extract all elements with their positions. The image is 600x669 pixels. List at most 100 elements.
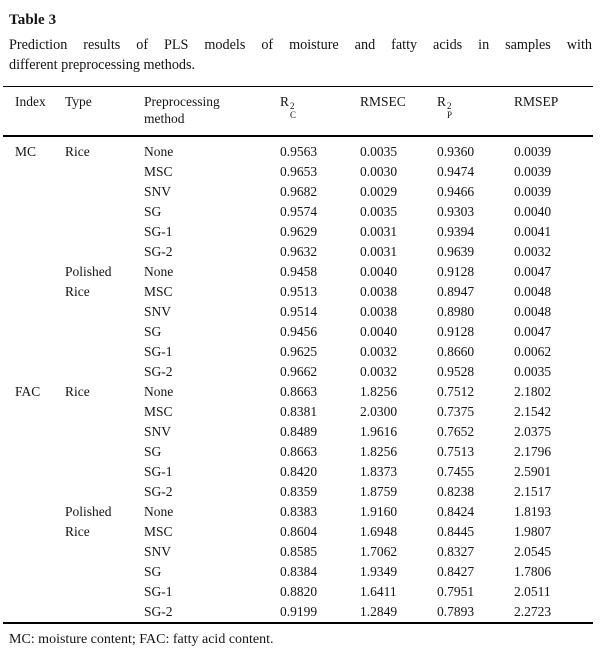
cell-rp2: 0.7513 xyxy=(437,444,475,459)
cell-rmsec: 1.9349 xyxy=(360,564,398,579)
cell-rc2: 0.9458 xyxy=(280,264,318,279)
cell-rp2: 0.9360 xyxy=(437,144,475,159)
column-header-rmsec: RMSEC xyxy=(360,86,437,137)
table-row: SNV 0.8489 1.9616 0.7652 2.0375 xyxy=(3,422,593,442)
cell-rmsec: 0.0032 xyxy=(360,344,398,359)
cell-index xyxy=(3,202,65,222)
cell-rmsep: 0.0039 xyxy=(514,144,552,159)
table-row: SG 0.9574 0.0035 0.9303 0.0040 xyxy=(3,202,593,222)
cell-rc2: 0.9682 xyxy=(280,184,318,199)
cell-type: Rice xyxy=(65,524,90,539)
cell-rc2: 0.9662 xyxy=(280,364,318,379)
cell-index xyxy=(3,222,65,242)
cell-index xyxy=(3,242,65,262)
cell-index xyxy=(3,362,65,382)
cell-method: SG xyxy=(144,564,162,579)
cell-rmsep: 0.0032 xyxy=(514,244,552,259)
table-row: SNV 0.9682 0.0029 0.9466 0.0039 xyxy=(3,182,593,202)
subscript: P xyxy=(447,110,453,120)
cell-rc2: 0.8489 xyxy=(280,424,318,439)
cell-rmsep: 2.0375 xyxy=(514,424,552,439)
cell-type xyxy=(65,222,144,242)
cell-type: Polished xyxy=(65,504,112,519)
table-row: SG-2 0.9199 1.2849 0.7893 2.2723 xyxy=(3,602,593,623)
cell-rc2: 0.8663 xyxy=(280,444,318,459)
cell-index xyxy=(3,322,65,342)
table-row: SG 0.8384 1.9349 0.8427 1.7806 xyxy=(3,562,593,582)
cell-rc2: 0.8384 xyxy=(280,564,318,579)
table-row: Rice MSC 0.8604 1.6948 0.8445 1.9807 xyxy=(3,522,593,542)
cell-rc2: 0.9456 xyxy=(280,324,318,339)
cell-type xyxy=(65,542,144,562)
cell-rp2: 0.7455 xyxy=(437,464,475,479)
cell-rmsep: 2.0545 xyxy=(514,544,552,559)
table-row: Polished None 0.9458 0.0040 0.9128 0.0047 xyxy=(3,262,593,282)
cell-rmsec: 1.7062 xyxy=(360,544,398,559)
cell-rp2: 0.7512 xyxy=(437,384,475,399)
cell-rc2: 0.8359 xyxy=(280,484,318,499)
cell-rp2: 0.7951 xyxy=(437,584,475,599)
cell-method: None xyxy=(144,264,174,279)
cell-rp2: 0.9466 xyxy=(437,184,475,199)
cell-index: MC xyxy=(15,144,37,159)
cell-rmsec: 0.0035 xyxy=(360,204,398,219)
cell-rmsep: 1.9807 xyxy=(514,524,552,539)
cell-rp2: 0.7652 xyxy=(437,424,475,439)
subscript: C xyxy=(290,110,297,120)
cell-index: FAC xyxy=(15,384,41,399)
cell-type: Rice xyxy=(65,144,90,159)
cell-rmsec: 0.0040 xyxy=(360,324,398,339)
cell-rc2: 0.8820 xyxy=(280,584,318,599)
cell-rc2: 0.9625 xyxy=(280,344,318,359)
cell-rmsep: 2.1517 xyxy=(514,484,552,499)
cell-rmsec: 1.6411 xyxy=(360,584,397,599)
cell-rmsep: 1.8193 xyxy=(514,504,552,519)
cell-rp2: 0.8445 xyxy=(437,524,475,539)
cell-method: MSC xyxy=(144,524,173,539)
cell-rmsep: 0.0047 xyxy=(514,324,552,339)
cell-rp2: 0.9639 xyxy=(437,244,475,259)
cell-rmsep: 2.0511 xyxy=(514,584,551,599)
cell-rmsec: 1.8256 xyxy=(360,444,398,459)
cell-method: SNV xyxy=(144,304,172,319)
cell-index xyxy=(3,462,65,482)
cell-rmsep: 0.0039 xyxy=(514,184,552,199)
cell-rc2: 0.8604 xyxy=(280,524,318,539)
cell-rmsep: 0.0040 xyxy=(514,204,552,219)
cell-type xyxy=(65,442,144,462)
cell-index xyxy=(3,402,65,422)
cell-index xyxy=(3,302,65,322)
table-footnote: MC: moisture content; FAC: fatty acid co… xyxy=(9,632,274,647)
cell-method: SG xyxy=(144,444,162,459)
cell-rc2: 0.9563 xyxy=(280,144,318,159)
cell-rc2: 0.9513 xyxy=(280,284,318,299)
cell-rc2: 0.9514 xyxy=(280,304,318,319)
cell-rp2: 0.7375 xyxy=(437,404,475,419)
cell-type xyxy=(65,402,144,422)
cell-rmsep: 0.0048 xyxy=(514,284,552,299)
cell-rmsec: 0.0040 xyxy=(360,264,398,279)
cell-type xyxy=(65,182,144,202)
cell-rp2: 0.8238 xyxy=(437,484,475,499)
table-row: SG-2 0.8359 1.8759 0.8238 2.1517 xyxy=(3,482,593,502)
cell-rp2: 0.8327 xyxy=(437,544,475,559)
superscript: 2 xyxy=(447,101,452,111)
table-row: Rice MSC 0.9513 0.0038 0.8947 0.0048 xyxy=(3,282,593,302)
column-header-label: Preprocessing method xyxy=(144,94,220,126)
table-row: SG-1 0.9629 0.0031 0.9394 0.0041 xyxy=(3,222,593,242)
cell-rp2: 0.9528 xyxy=(437,364,475,379)
cell-rc2: 0.9574 xyxy=(280,204,318,219)
cell-type: Rice xyxy=(65,384,90,399)
table-row: SG-1 0.8820 1.6411 0.7951 2.0511 xyxy=(3,582,593,602)
cell-method: SG-2 xyxy=(144,604,173,619)
cell-method: SNV xyxy=(144,544,172,559)
cell-index xyxy=(3,502,65,522)
cell-rmsec: 0.0031 xyxy=(360,244,398,259)
column-header-label: Index xyxy=(15,94,46,109)
table-row: SG 0.9456 0.0040 0.9128 0.0047 xyxy=(3,322,593,342)
cell-rmsec: 0.0032 xyxy=(360,364,398,379)
